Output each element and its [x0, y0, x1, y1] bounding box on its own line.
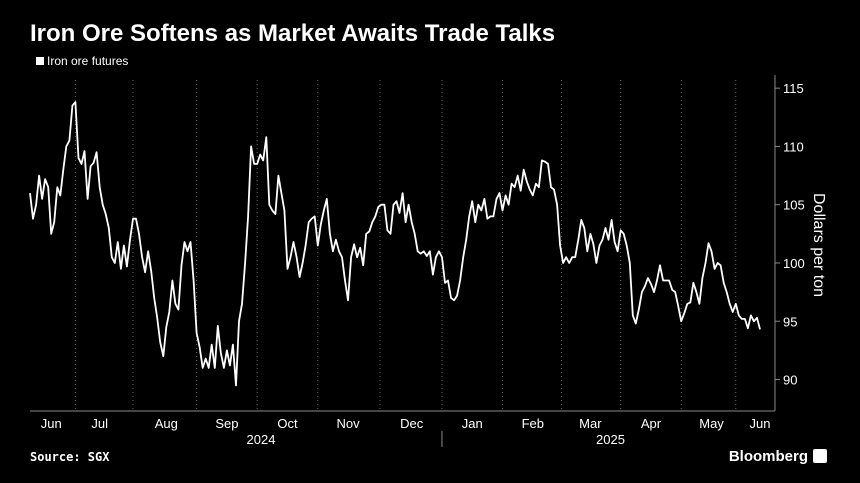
x-tick-label: Dec [400, 416, 424, 431]
legend-swatch [36, 57, 44, 65]
chart-title: Iron Ore Softens as Market Awaits Trade … [30, 20, 555, 47]
source: Source: SGX [30, 450, 110, 464]
x-tick-label: Feb [522, 416, 544, 431]
x-tick-label: Jan [462, 416, 483, 431]
y-tick-label: 100 [783, 256, 805, 271]
year-label: 2024 [247, 432, 276, 447]
y-axis-label: Dollars per ton [810, 193, 827, 297]
line-series [29, 101, 761, 387]
year-label: 2025 [596, 432, 625, 447]
x-tick-label: Jun [41, 416, 62, 431]
x-tick-label: Aug [155, 416, 178, 431]
brand-icon [813, 449, 827, 463]
y-tick-label: 95 [783, 314, 797, 329]
x-tick-label: Apr [641, 416, 662, 431]
x-tick-label: Mar [579, 416, 602, 431]
x-tick-label: Jul [91, 416, 108, 431]
brand: Bloomberg [729, 448, 808, 465]
y-tick-label: 105 [783, 198, 805, 213]
x-tick-label: Sep [215, 416, 238, 431]
y-tick-label: 115 [783, 81, 804, 96]
x-tick-label: Jun [750, 416, 771, 431]
y-tick-label: 90 [783, 373, 797, 388]
x-tick-label: May [699, 416, 724, 431]
y-tick-label: 110 [783, 139, 804, 154]
x-tick-label: Oct [277, 416, 298, 431]
legend-label: Iron ore futures [47, 54, 128, 68]
x-tick-label: Nov [336, 416, 360, 431]
